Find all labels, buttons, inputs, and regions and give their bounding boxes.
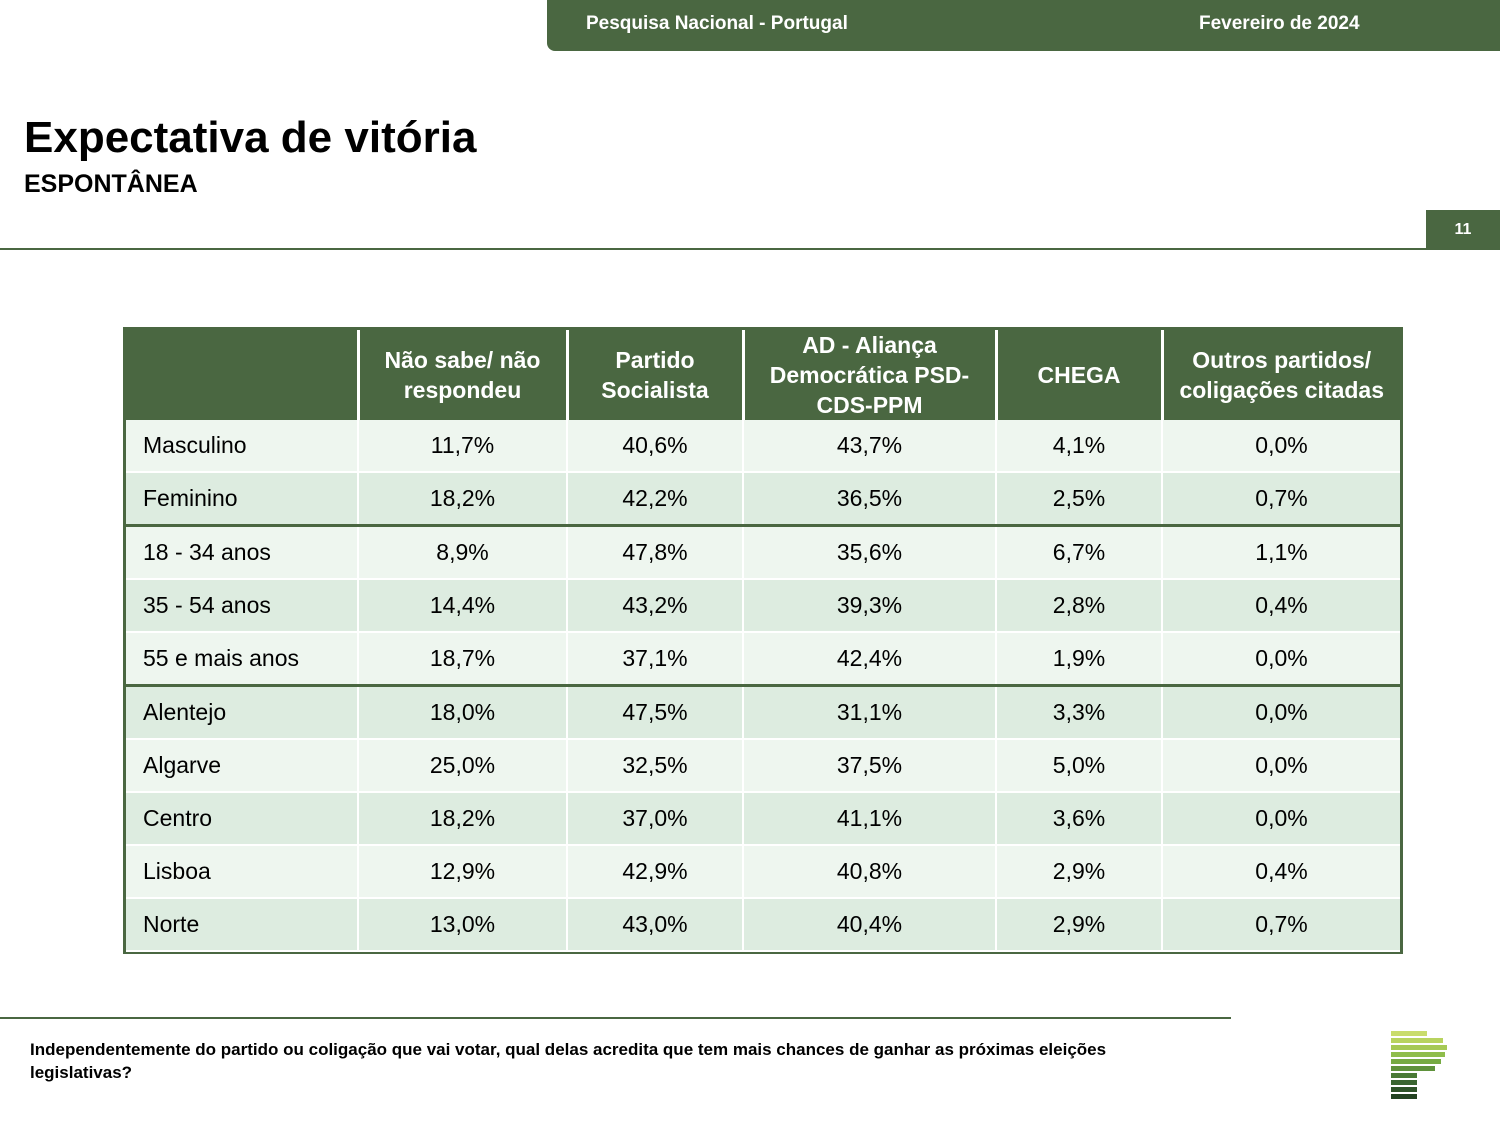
table-cell: 0,0% <box>1162 420 1400 473</box>
row-label: 35 - 54 anos <box>126 579 359 633</box>
table-cell: 39,3% <box>743 579 997 633</box>
table-cell: 5,0% <box>996 739 1163 793</box>
table-cell: 13,0% <box>358 898 568 952</box>
results-table-container: Não sabe/ não respondeu Partido Socialis… <box>123 327 1403 954</box>
row-label: 18 - 34 anos <box>126 524 359 580</box>
table-cell: 18,2% <box>358 792 568 846</box>
table-cell: 2,9% <box>996 898 1163 952</box>
table-cell: 36,5% <box>743 472 997 527</box>
column-header: Outros partidos/ coligações citadas <box>1162 330 1400 420</box>
table-cell: 18,7% <box>358 632 568 687</box>
table-row: Centro 18,2% 37,0% 41,1% 3,6% 0,0% <box>126 792 1400 846</box>
table-row: Norte 13,0% 43,0% 40,4% 2,9% 0,7% <box>126 898 1400 952</box>
column-header: Partido Socialista <box>567 330 745 420</box>
table-row: 55 e mais anos 18,7% 37,1% 42,4% 1,9% 0,0% <box>126 632 1400 687</box>
table-cell: 42,9% <box>567 845 744 899</box>
table-cell: 40,4% <box>743 898 997 952</box>
table-row: 35 - 54 anos 14,4% 43,2% 39,3% 2,8% 0,4% <box>126 579 1400 633</box>
table-cell: 0,7% <box>1162 898 1400 952</box>
table-cell: 47,5% <box>567 684 744 740</box>
table-cell: 0,0% <box>1162 792 1400 846</box>
table-cell: 43,7% <box>743 420 997 473</box>
row-label: Alentejo <box>126 684 359 740</box>
table-cell: 37,0% <box>567 792 744 846</box>
table-cell: 41,1% <box>743 792 997 846</box>
table-cell: 18,2% <box>358 472 568 527</box>
table-cell: 14,4% <box>358 579 568 633</box>
table-cell: 37,5% <box>743 739 997 793</box>
column-header: Não sabe/ não respondeu <box>358 330 569 420</box>
row-label: Norte <box>126 898 359 952</box>
table-cell: 47,8% <box>567 524 744 580</box>
table-row: Lisboa 12,9% 42,9% 40,8% 2,9% 0,4% <box>126 845 1400 899</box>
table-row: Alentejo 18,0% 47,5% 31,1% 3,3% 0,0% <box>126 684 1400 740</box>
table-cell: 18,0% <box>358 684 568 740</box>
table-cell: 25,0% <box>358 739 568 793</box>
column-header <box>126 330 360 420</box>
table-cell: 0,0% <box>1162 684 1400 740</box>
table-cell: 0,4% <box>1162 579 1400 633</box>
table-cell: 1,1% <box>1162 524 1400 580</box>
table-cell: 0,7% <box>1162 472 1400 527</box>
table-cell: 4,1% <box>996 420 1163 473</box>
table-cell: 3,6% <box>996 792 1163 846</box>
row-label: Algarve <box>126 739 359 793</box>
table-cell: 35,6% <box>743 524 997 580</box>
table-cell: 3,3% <box>996 684 1163 740</box>
row-label: Feminino <box>126 472 359 527</box>
striped-p-logo-icon <box>1391 1031 1447 1099</box>
page-subtitle: ESPONTÂNEA <box>24 170 198 198</box>
survey-name: Pesquisa Nacional - Portugal <box>586 13 848 34</box>
results-table: Não sabe/ não respondeu Partido Socialis… <box>126 330 1400 952</box>
table-cell: 2,9% <box>996 845 1163 899</box>
table-cell: 0,0% <box>1162 739 1400 793</box>
table-cell: 0,0% <box>1162 632 1400 687</box>
table-cell: 12,9% <box>358 845 568 899</box>
table-cell: 40,6% <box>567 420 744 473</box>
table-cell: 37,1% <box>567 632 744 687</box>
row-label: Centro <box>126 792 359 846</box>
table-cell: 43,2% <box>567 579 744 633</box>
table-cell: 1,9% <box>996 632 1163 687</box>
row-label: 55 e mais anos <box>126 632 359 687</box>
survey-date: Fevereiro de 2024 <box>1199 13 1360 34</box>
header-divider <box>0 248 1428 250</box>
table-cell: 42,4% <box>743 632 997 687</box>
table-row: Feminino 18,2% 42,2% 36,5% 2,5% 0,7% <box>126 472 1400 527</box>
page-number: 11 <box>1426 210 1500 250</box>
table-header-row: Não sabe/ não respondeu Partido Socialis… <box>126 330 1400 420</box>
column-header: CHEGA <box>996 330 1164 420</box>
table-cell: 11,7% <box>358 420 568 473</box>
page-title: Expectativa de vitória <box>24 113 477 162</box>
row-label: Masculino <box>126 420 359 473</box>
table-cell: 2,5% <box>996 472 1163 527</box>
survey-question: Independentemente do partido ou coligaçã… <box>30 1040 1107 1082</box>
row-label: Lisboa <box>126 845 359 899</box>
top-banner: Pesquisa Nacional - Portugal Fevereiro d… <box>547 0 1500 51</box>
column-header: AD - Aliança Democrática PSD-CDS-PPM <box>743 330 998 420</box>
footer-divider <box>0 1017 1231 1019</box>
table-cell: 32,5% <box>567 739 744 793</box>
table-cell: 43,0% <box>567 898 744 952</box>
table-cell: 42,2% <box>567 472 744 527</box>
table-cell: 31,1% <box>743 684 997 740</box>
table-cell: 2,8% <box>996 579 1163 633</box>
table-row: Algarve 25,0% 32,5% 37,5% 5,0% 0,0% <box>126 739 1400 793</box>
table-cell: 6,7% <box>996 524 1163 580</box>
table-row: Masculino 11,7% 40,6% 43,7% 4,1% 0,0% <box>126 420 1400 473</box>
table-cell: 0,4% <box>1162 845 1400 899</box>
table-cell: 40,8% <box>743 845 997 899</box>
table-row: 18 - 34 anos 8,9% 47,8% 35,6% 6,7% 1,1% <box>126 524 1400 580</box>
table-cell: 8,9% <box>358 524 568 580</box>
